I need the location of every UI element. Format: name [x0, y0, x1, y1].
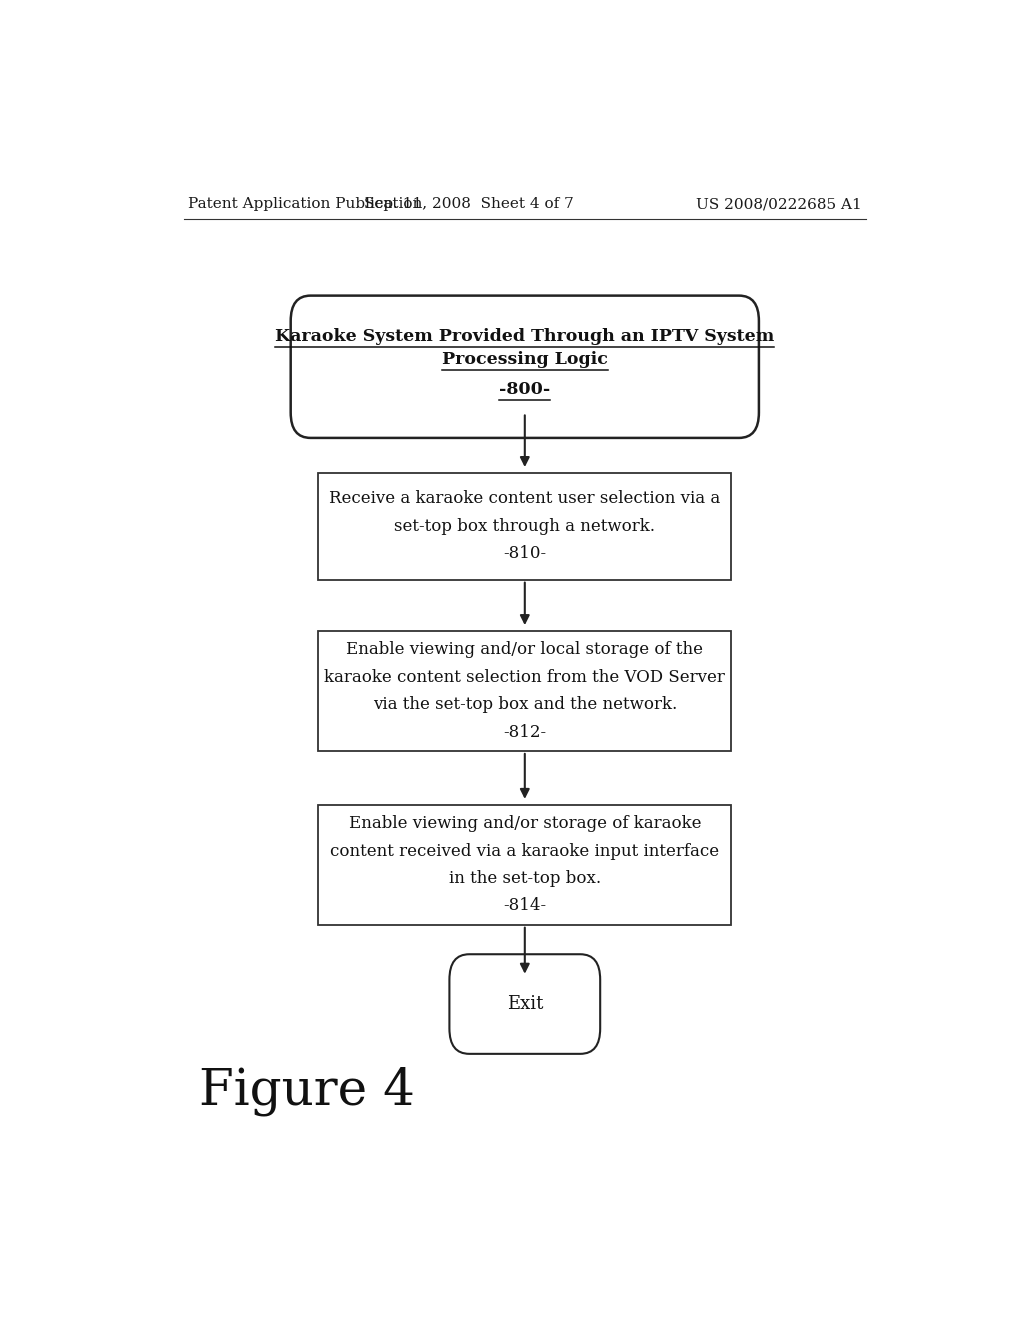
Text: Enable viewing and/or storage of karaoke: Enable viewing and/or storage of karaoke	[348, 816, 701, 832]
FancyBboxPatch shape	[291, 296, 759, 438]
FancyBboxPatch shape	[318, 631, 731, 751]
Text: -810-: -810-	[503, 545, 547, 562]
Text: via the set-top box and the network.: via the set-top box and the network.	[373, 696, 677, 713]
Text: -800-: -800-	[499, 380, 551, 397]
Text: US 2008/0222685 A1: US 2008/0222685 A1	[696, 197, 862, 211]
Text: Figure 4: Figure 4	[200, 1067, 416, 1117]
Text: Exit: Exit	[507, 995, 543, 1012]
Text: -814-: -814-	[503, 898, 547, 915]
Text: in the set-top box.: in the set-top box.	[449, 870, 601, 887]
Text: Sep. 11, 2008  Sheet 4 of 7: Sep. 11, 2008 Sheet 4 of 7	[365, 197, 574, 211]
FancyBboxPatch shape	[450, 954, 600, 1053]
FancyBboxPatch shape	[318, 473, 731, 579]
Text: content received via a karaoke input interface: content received via a karaoke input int…	[330, 842, 720, 859]
Text: set-top box through a network.: set-top box through a network.	[394, 517, 655, 535]
Text: Receive a karaoke content user selection via a: Receive a karaoke content user selection…	[329, 491, 721, 507]
Text: Patent Application Publication: Patent Application Publication	[187, 197, 422, 211]
Text: -812-: -812-	[503, 723, 547, 741]
Text: karaoke content selection from the VOD Server: karaoke content selection from the VOD S…	[325, 669, 725, 686]
FancyBboxPatch shape	[318, 805, 731, 925]
Text: Karaoke System Provided Through an IPTV System: Karaoke System Provided Through an IPTV …	[275, 327, 774, 345]
Text: Enable viewing and/or local storage of the: Enable viewing and/or local storage of t…	[346, 642, 703, 659]
Text: Processing Logic: Processing Logic	[442, 351, 607, 368]
